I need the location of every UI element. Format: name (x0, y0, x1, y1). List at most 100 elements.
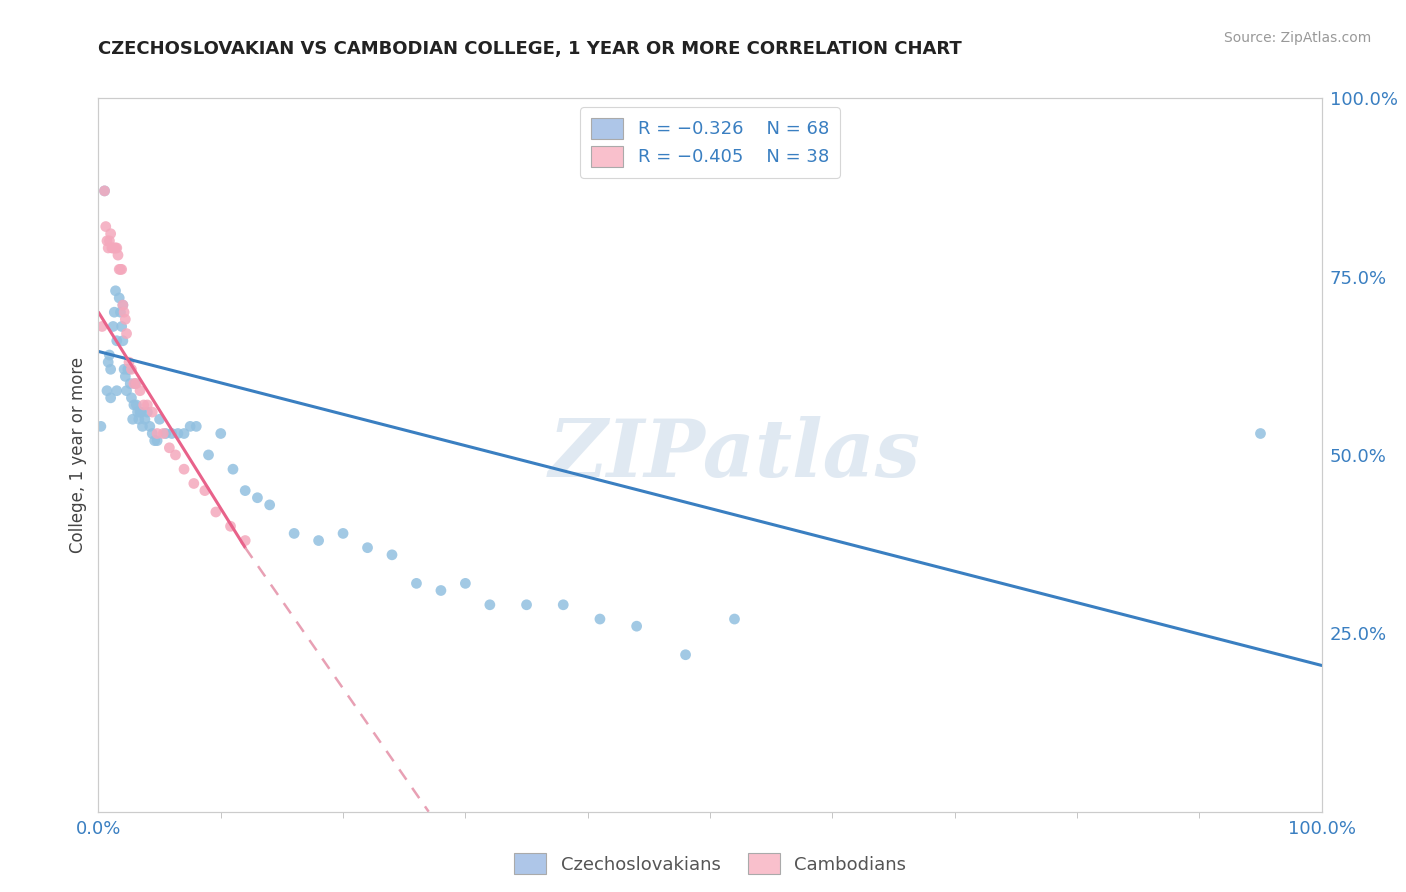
Point (104, 284, 127, 298)
Legend: Czechoslovakians, Cambodians: Czechoslovakians, Cambodians (506, 846, 914, 881)
Point (308, 533, 330, 548)
Point (94, 219, 117, 234)
Point (233, 533, 256, 548)
Point (91, 319, 114, 334)
Point (129, 405, 152, 419)
Point (405, 576, 427, 591)
Point (108, 262, 131, 277)
Point (111, 319, 134, 334)
Point (101, 319, 124, 334)
Point (101, 241, 124, 255)
Point (110, 262, 132, 277)
Point (173, 462, 195, 476)
Text: ZIPatlas: ZIPatlas (548, 417, 921, 493)
Point (111, 334, 134, 348)
Point (515, 598, 537, 612)
Point (165, 448, 187, 462)
Point (553, 598, 575, 612)
Point (118, 362, 141, 376)
Point (134, 412, 156, 426)
Point (127, 405, 149, 419)
Point (131, 419, 153, 434)
Point (454, 576, 477, 591)
Point (103, 305, 125, 319)
Point (141, 405, 163, 419)
Point (112, 305, 135, 319)
Point (114, 369, 136, 384)
Point (222, 462, 245, 476)
Point (146, 426, 169, 441)
Point (98, 234, 121, 248)
Point (723, 612, 745, 626)
Point (146, 434, 169, 448)
Point (675, 648, 697, 662)
Point (167, 426, 190, 441)
Point (186, 419, 208, 434)
Point (132, 398, 155, 412)
Point (478, 598, 501, 612)
Point (107, 248, 129, 262)
Point (97, 355, 120, 369)
Point (179, 419, 201, 434)
Point (173, 426, 195, 441)
Point (589, 612, 612, 626)
Point (194, 483, 217, 498)
Point (430, 583, 453, 598)
Point (105, 334, 128, 348)
Point (101, 241, 124, 255)
Point (205, 505, 228, 519)
Point (105, 241, 128, 255)
Point (103, 241, 125, 255)
Point (120, 362, 142, 376)
Point (110, 305, 132, 319)
Point (115, 384, 138, 398)
Point (183, 476, 205, 491)
Point (111, 298, 134, 312)
Point (125, 376, 148, 391)
Point (139, 419, 162, 434)
Point (117, 362, 139, 376)
Point (122, 376, 145, 391)
Point (157, 441, 180, 455)
Point (141, 426, 163, 441)
Point (626, 619, 648, 633)
Point (136, 398, 159, 412)
Text: CZECHOSLOVAKIAN VS CAMBODIAN COLLEGE, 1 YEAR OR MORE CORRELATION CHART: CZECHOSLOVAKIAN VS CAMBODIAN COLLEGE, 1 … (98, 40, 962, 58)
Point (100, 227, 122, 241)
Point (105, 384, 128, 398)
Point (96, 234, 118, 248)
Point (283, 526, 305, 541)
Point (125, 398, 148, 412)
Point (100, 362, 122, 376)
Point (93, 184, 115, 198)
Point (356, 541, 378, 555)
Point (209, 426, 232, 441)
Point (112, 362, 135, 376)
Point (1249, 426, 1271, 441)
Point (160, 426, 183, 441)
Point (100, 391, 122, 405)
Point (136, 405, 159, 419)
Point (129, 405, 152, 419)
Point (143, 434, 166, 448)
Point (122, 398, 145, 412)
Point (219, 519, 242, 533)
Y-axis label: College, 1 year or more: College, 1 year or more (69, 357, 87, 553)
Point (381, 548, 404, 562)
Point (97, 241, 120, 255)
Point (108, 291, 131, 305)
Point (124, 376, 146, 391)
Point (152, 426, 174, 441)
Point (118, 355, 141, 369)
Point (115, 326, 138, 341)
Point (155, 426, 177, 441)
Point (104, 241, 127, 255)
Point (90, 419, 112, 434)
Point (111, 262, 134, 277)
Point (246, 491, 269, 505)
Point (111, 298, 134, 312)
Point (259, 498, 281, 512)
Point (98, 348, 121, 362)
Point (129, 384, 152, 398)
Point (332, 526, 354, 541)
